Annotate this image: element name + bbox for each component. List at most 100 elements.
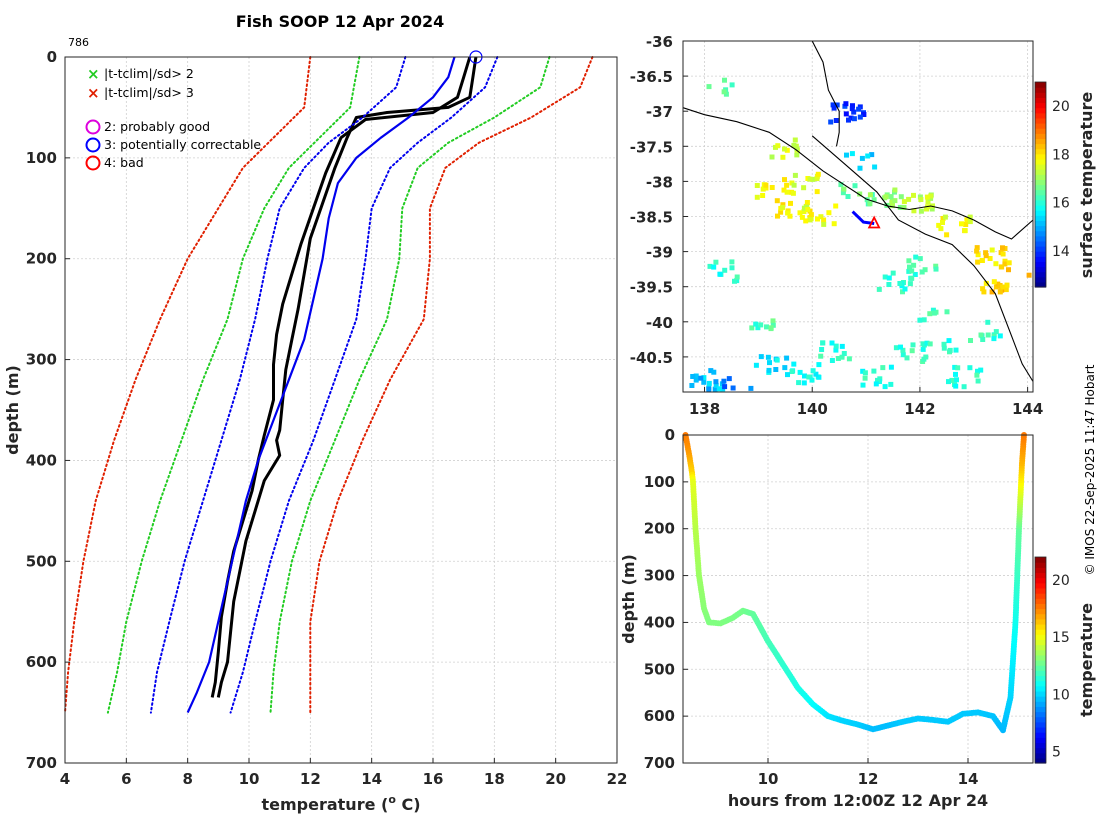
section-colorbar-segment <box>1035 716 1046 723</box>
sst-pixel <box>867 192 873 198</box>
map-colorbar-segment <box>1035 153 1046 160</box>
sst-pixel <box>917 256 923 262</box>
sst-pixel <box>897 281 903 286</box>
sst-pixel <box>722 267 728 273</box>
legend-flag2-label: 2: probably good <box>104 119 210 134</box>
sst-pixel <box>782 365 788 371</box>
sst-pixel <box>942 214 948 220</box>
sst-pixel <box>953 371 958 377</box>
sst-pixel <box>721 378 727 384</box>
map-colorbar-segment <box>1035 281 1046 288</box>
sst-pixel <box>707 263 713 269</box>
sst-pixel <box>835 356 841 361</box>
section-colorbar-segment <box>1035 593 1046 599</box>
sst-pixel <box>880 365 886 371</box>
sst-pixel <box>912 272 918 277</box>
sst-pixel <box>997 333 1003 339</box>
map-colorbar-segment <box>1035 246 1046 252</box>
map-coastline <box>682 40 1034 382</box>
sst-pixel <box>921 342 927 348</box>
sst-pixel <box>910 342 916 348</box>
sst-pixel <box>902 286 908 292</box>
sst-pixel <box>846 117 851 123</box>
map-colorbar-segment <box>1035 143 1046 150</box>
section-colorbar-segment <box>1035 706 1046 713</box>
map-colorbar-segment <box>1035 189 1046 196</box>
sst-pixel <box>944 309 950 315</box>
section-track-points <box>682 432 1027 734</box>
map-colorbar-segment <box>1035 148 1046 155</box>
map-colorbar-segment <box>1035 82 1046 88</box>
section-colorbar-segment <box>1035 732 1046 738</box>
sst-pixel <box>701 379 707 385</box>
section-colorbar-segment <box>1035 696 1046 702</box>
sst-pixel <box>871 368 877 374</box>
map-colorbar-segment <box>1035 230 1046 237</box>
map-colorbar-segment <box>1035 179 1046 186</box>
sst-pixel <box>839 343 845 349</box>
map-colorbar-segment <box>1035 235 1046 242</box>
sst-pixel <box>904 355 910 361</box>
sst-pixel <box>997 289 1003 295</box>
sst-pixel <box>979 258 985 263</box>
profile-series-clim-1sd <box>149 56 407 714</box>
sst-pixel <box>766 367 772 373</box>
map-colorbar-segment <box>1035 97 1046 104</box>
sst-pixel <box>955 365 961 371</box>
sst-pixel <box>701 375 707 381</box>
section-colorbar-segment <box>1035 567 1046 574</box>
sst-pixel <box>818 214 824 220</box>
sst-pixel <box>802 373 807 379</box>
sst-pixel <box>706 386 712 392</box>
map-colorbar-segment <box>1035 87 1046 93</box>
section-colorbar-segment <box>1035 608 1046 615</box>
sst-pixel <box>961 384 967 390</box>
coastline-segment <box>682 107 1034 240</box>
sst-pixel <box>857 165 863 171</box>
section-colorbar-segment <box>1035 598 1046 604</box>
map-colorbar: 14 16 18 20 <box>1034 81 1070 288</box>
sst-pixel <box>1006 260 1012 266</box>
sst-pixel <box>726 376 732 382</box>
map-colorbar-segment <box>1035 128 1046 134</box>
legend-flag3-label: 3: potentially correctable <box>104 137 261 152</box>
map-y-tick-label: -37 <box>646 103 673 121</box>
profile-y-tick-label: 600 <box>26 653 57 671</box>
sst-pixel <box>933 266 939 272</box>
profile-x-label: temperature (o C) <box>261 793 420 814</box>
sst-pixel <box>980 286 986 292</box>
profile-y-tick-label: 500 <box>26 552 57 570</box>
sst-pixel <box>925 199 931 205</box>
sst-pixel <box>810 368 816 374</box>
legend-sd2-label: |t-tclim|/sd> 2 <box>104 66 194 81</box>
sst-pixel <box>875 377 880 383</box>
sst-pixel <box>801 209 807 214</box>
sst-pixel <box>918 208 924 214</box>
sst-pixel <box>901 205 907 210</box>
sst-pixel <box>985 332 991 338</box>
sst-pixel <box>763 182 769 188</box>
sst-pixel <box>785 372 790 378</box>
sst-pixel <box>755 325 761 331</box>
map-y-tick-label: -38 <box>646 173 673 191</box>
map-colorbar-segment <box>1035 271 1046 278</box>
profile-y-tick-label: 200 <box>26 250 57 268</box>
sst-pixel <box>760 186 766 192</box>
section-colorbar-segment <box>1035 690 1046 697</box>
ship-position-triangle <box>867 215 881 229</box>
sst-pixel <box>890 270 896 276</box>
sst-pixel <box>920 346 926 352</box>
sst-pixel <box>900 289 905 295</box>
sst-pixel <box>1002 258 1008 264</box>
sst-pixel <box>821 221 827 227</box>
profile-series-observed <box>216 56 478 698</box>
map-y-tick-label: -39 <box>646 244 673 262</box>
profile-legend: × |t-tclim|/sd> 2 × |t-tclim|/sd> 3 2: p… <box>85 65 261 171</box>
profile-x-ticks: 4 6 8 10 12 14 16 18 20 22 <box>60 758 627 788</box>
map-y-tick-label: -38.5 <box>630 209 673 227</box>
sst-pixel <box>833 343 839 349</box>
section-y-tick-label: 600 <box>644 707 675 725</box>
sst-pixel <box>753 362 759 368</box>
map-colorbar-segment <box>1035 138 1046 145</box>
sst-pixel <box>717 271 723 277</box>
